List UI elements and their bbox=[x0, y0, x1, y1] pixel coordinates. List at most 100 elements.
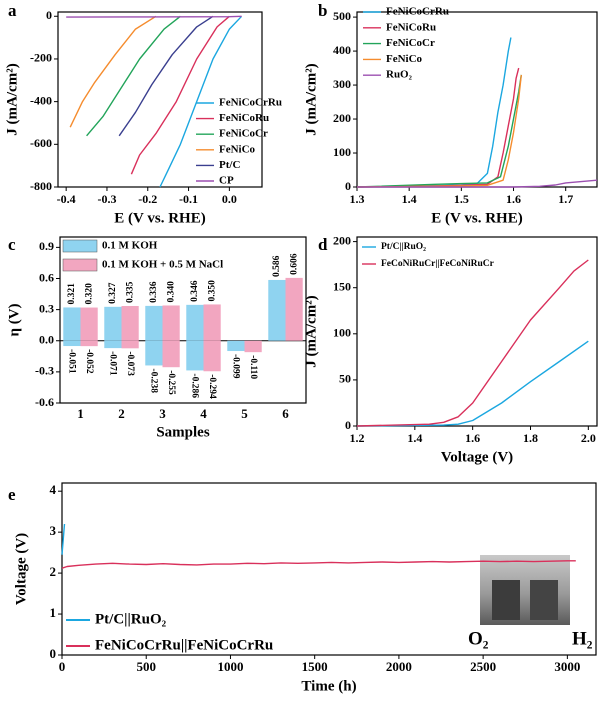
y-tick-label: -200 bbox=[30, 51, 52, 65]
panel-label: d bbox=[318, 235, 328, 254]
bar bbox=[63, 307, 81, 341]
legend-label: FeNiCoRu bbox=[386, 21, 436, 33]
x-tick-label: 3000 bbox=[554, 659, 580, 674]
x-tick-label: -0.2 bbox=[138, 192, 157, 206]
bar bbox=[145, 340, 163, 366]
bar bbox=[104, 306, 122, 341]
x-axis-title: E (V vs. RHE) bbox=[431, 210, 522, 226]
bar bbox=[145, 305, 163, 341]
y-tick-label: 2 bbox=[50, 564, 57, 579]
x-tick-label: 0.0 bbox=[222, 192, 237, 206]
x-tick-label: 1500 bbox=[302, 659, 328, 674]
y-tick-label: 150 bbox=[333, 279, 351, 293]
y-tick-label: 0.9 bbox=[39, 239, 54, 253]
legend-label: 0.1 M KOH + 0.5 M NaCl bbox=[102, 259, 223, 271]
legend-label: FeNiCoCr bbox=[386, 37, 435, 49]
y-tick-label: 400 bbox=[333, 43, 351, 57]
bar bbox=[162, 305, 180, 341]
bar bbox=[186, 340, 204, 371]
legend-label: Pt/C bbox=[219, 159, 240, 171]
data-label: 0.350 bbox=[207, 280, 217, 302]
y-axis-title: Voltage (V) bbox=[13, 533, 29, 605]
bar bbox=[186, 304, 204, 341]
legend-swatch bbox=[62, 258, 98, 272]
x-axis-title: E (V vs. RHE) bbox=[114, 210, 205, 226]
x-tick-label: 2000 bbox=[386, 659, 412, 674]
y-tick-label: 0 bbox=[345, 418, 351, 432]
annotation: O₂ bbox=[468, 628, 489, 649]
y-tick-label: 0 bbox=[46, 8, 52, 22]
bar bbox=[244, 340, 262, 353]
legend-label: RuO₂ bbox=[386, 69, 413, 81]
x-axis-title: Samples bbox=[156, 424, 210, 440]
x-axis-title: Voltage (V) bbox=[441, 449, 513, 465]
y-tick-label: 100 bbox=[333, 145, 351, 159]
x-tick-label: 1.4 bbox=[402, 192, 417, 206]
bar bbox=[203, 340, 221, 372]
data-label: 0.335 bbox=[125, 281, 135, 303]
y-tick-label: 200 bbox=[333, 111, 351, 125]
y-tick-label: 0 bbox=[50, 646, 57, 661]
plot-frame bbox=[356, 236, 598, 427]
y-tick-label: -600 bbox=[30, 136, 52, 150]
data-label: -0.238 bbox=[149, 368, 159, 393]
x-tick-label: 1.5 bbox=[454, 192, 469, 206]
series-line bbox=[69, 15, 157, 128]
series-line bbox=[86, 15, 181, 137]
bar bbox=[268, 279, 286, 341]
data-label: -0.073 bbox=[125, 351, 135, 376]
panel-label: b bbox=[318, 1, 327, 20]
y-axis-title: η (V) bbox=[6, 303, 22, 336]
y-axis-title: J (mA/cm²) bbox=[303, 63, 319, 135]
series-line bbox=[356, 74, 522, 188]
legend-label: FeNiCoCrRu||FeNiCoCrRu bbox=[95, 637, 273, 653]
legend-label: FeCoNiRuCr||FeCoNiRuCr bbox=[381, 259, 495, 269]
cell-photo bbox=[480, 555, 570, 625]
y-tick-label: 200 bbox=[333, 233, 351, 247]
data-label: -0.286 bbox=[190, 373, 200, 398]
series-line bbox=[61, 523, 66, 555]
bar bbox=[104, 340, 122, 349]
y-tick-label: 3 bbox=[50, 523, 57, 538]
series-line bbox=[356, 259, 589, 427]
x-tick-label: 3 bbox=[159, 406, 166, 421]
data-label: 0.606 bbox=[289, 253, 299, 275]
legend-label: FeNiCoCr bbox=[219, 128, 268, 140]
bar bbox=[80, 307, 98, 341]
legend-label: FeNiCo bbox=[386, 53, 423, 65]
series-line bbox=[357, 179, 598, 188]
x-tick-label: 1.2 bbox=[350, 431, 365, 445]
x-tick-label: 5 bbox=[241, 406, 248, 421]
series-line bbox=[356, 340, 589, 427]
data-label: 0.336 bbox=[149, 281, 159, 303]
y-tick-label: 300 bbox=[333, 77, 351, 91]
series-line bbox=[159, 15, 243, 188]
plot-frame bbox=[59, 236, 307, 404]
legend-label: FeNiCoRu bbox=[219, 112, 269, 124]
series-line bbox=[61, 560, 576, 569]
bar bbox=[285, 277, 303, 341]
data-label: -0.051 bbox=[67, 349, 77, 374]
x-tick-label: 1 bbox=[77, 406, 84, 421]
annotation: H₂ bbox=[572, 628, 593, 649]
y-tick-label: 0.0 bbox=[39, 333, 54, 347]
bar bbox=[80, 340, 98, 347]
x-tick-label: 1.4 bbox=[407, 431, 422, 445]
electrode bbox=[530, 580, 558, 620]
x-tick-label: 4 bbox=[200, 406, 207, 421]
y-tick-label: 0.3 bbox=[39, 301, 54, 315]
data-label: 0.586 bbox=[272, 255, 282, 277]
series-line bbox=[118, 15, 214, 137]
electrode bbox=[492, 580, 520, 620]
y-tick-label: -400 bbox=[30, 93, 52, 107]
bar bbox=[121, 340, 139, 349]
x-tick-label: 0 bbox=[59, 659, 66, 674]
y-tick-label: -0.3 bbox=[35, 364, 54, 378]
x-tick-label: 1.6 bbox=[506, 192, 521, 206]
panel-label: a bbox=[8, 1, 17, 20]
y-tick-label: 0.6 bbox=[39, 270, 54, 284]
y-axis-title: J (mA/cm²) bbox=[303, 295, 319, 367]
data-label: 0.320 bbox=[84, 283, 94, 305]
data-label: -0.052 bbox=[84, 349, 94, 374]
